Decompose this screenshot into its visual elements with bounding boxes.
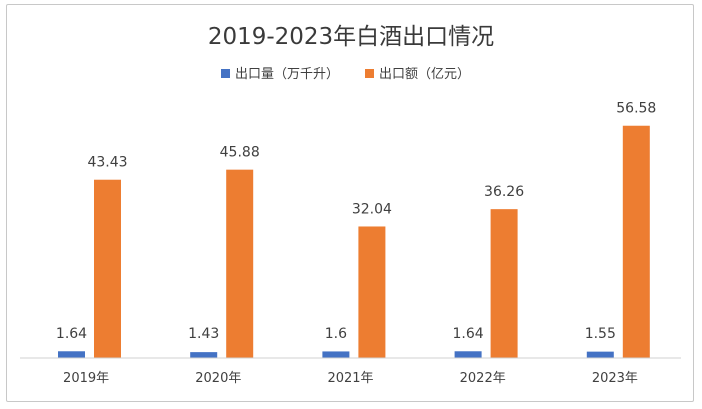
data-label-value-0: 43.43 bbox=[87, 155, 127, 171]
bar-volume-2 bbox=[322, 351, 350, 358]
x-tick-label-2: 2021年 bbox=[327, 371, 373, 386]
bar-volume-1 bbox=[190, 352, 218, 358]
legend-label-value: 出口额（亿元） bbox=[379, 67, 470, 82]
value-labels-layer: 1.64 43.43 1.43 45.88 1.6 32.04 1.64 36.26 1.55 5… bbox=[56, 101, 656, 342]
data-label-volume-0: 1.64 bbox=[56, 326, 87, 342]
bar-value-4 bbox=[622, 125, 650, 358]
data-label-value-1: 45.88 bbox=[220, 145, 260, 161]
legend: 出口量（万千升） 出口额（亿元） bbox=[221, 67, 470, 82]
data-label-value-4: 56.58 bbox=[616, 101, 656, 117]
legend-swatch-volume bbox=[221, 69, 230, 78]
x-tick-labels-layer: 2019年 2020年 2021年 2022年 2023年 bbox=[63, 371, 638, 386]
bar-value-1 bbox=[226, 169, 254, 358]
x-tick-label-3: 2022年 bbox=[460, 371, 506, 386]
bar-value-3 bbox=[490, 209, 518, 358]
bar-value-2 bbox=[358, 226, 386, 358]
bars-layer bbox=[58, 125, 650, 358]
legend-swatch-value bbox=[365, 69, 374, 78]
chart-title: 2019-2023年白酒出口情况 bbox=[208, 24, 494, 50]
data-label-volume-2: 1.6 bbox=[325, 326, 347, 342]
bar-volume-0 bbox=[58, 351, 85, 358]
legend-label-volume: 出口量（万千升） bbox=[235, 67, 339, 82]
data-label-volume-4: 1.55 bbox=[585, 326, 616, 342]
x-tick-label-1: 2020年 bbox=[195, 371, 241, 386]
bar-value-0 bbox=[94, 179, 121, 358]
data-label-volume-3: 1.64 bbox=[453, 326, 484, 342]
data-label-value-2: 32.04 bbox=[352, 201, 392, 217]
bar-volume-3 bbox=[454, 351, 482, 358]
data-label-volume-1: 1.43 bbox=[188, 326, 219, 342]
bar-volume-4 bbox=[586, 351, 614, 358]
x-tick-label-0: 2019年 bbox=[63, 371, 109, 386]
data-label-value-3: 36.26 bbox=[484, 184, 524, 200]
x-tick-label-4: 2023年 bbox=[592, 371, 638, 386]
